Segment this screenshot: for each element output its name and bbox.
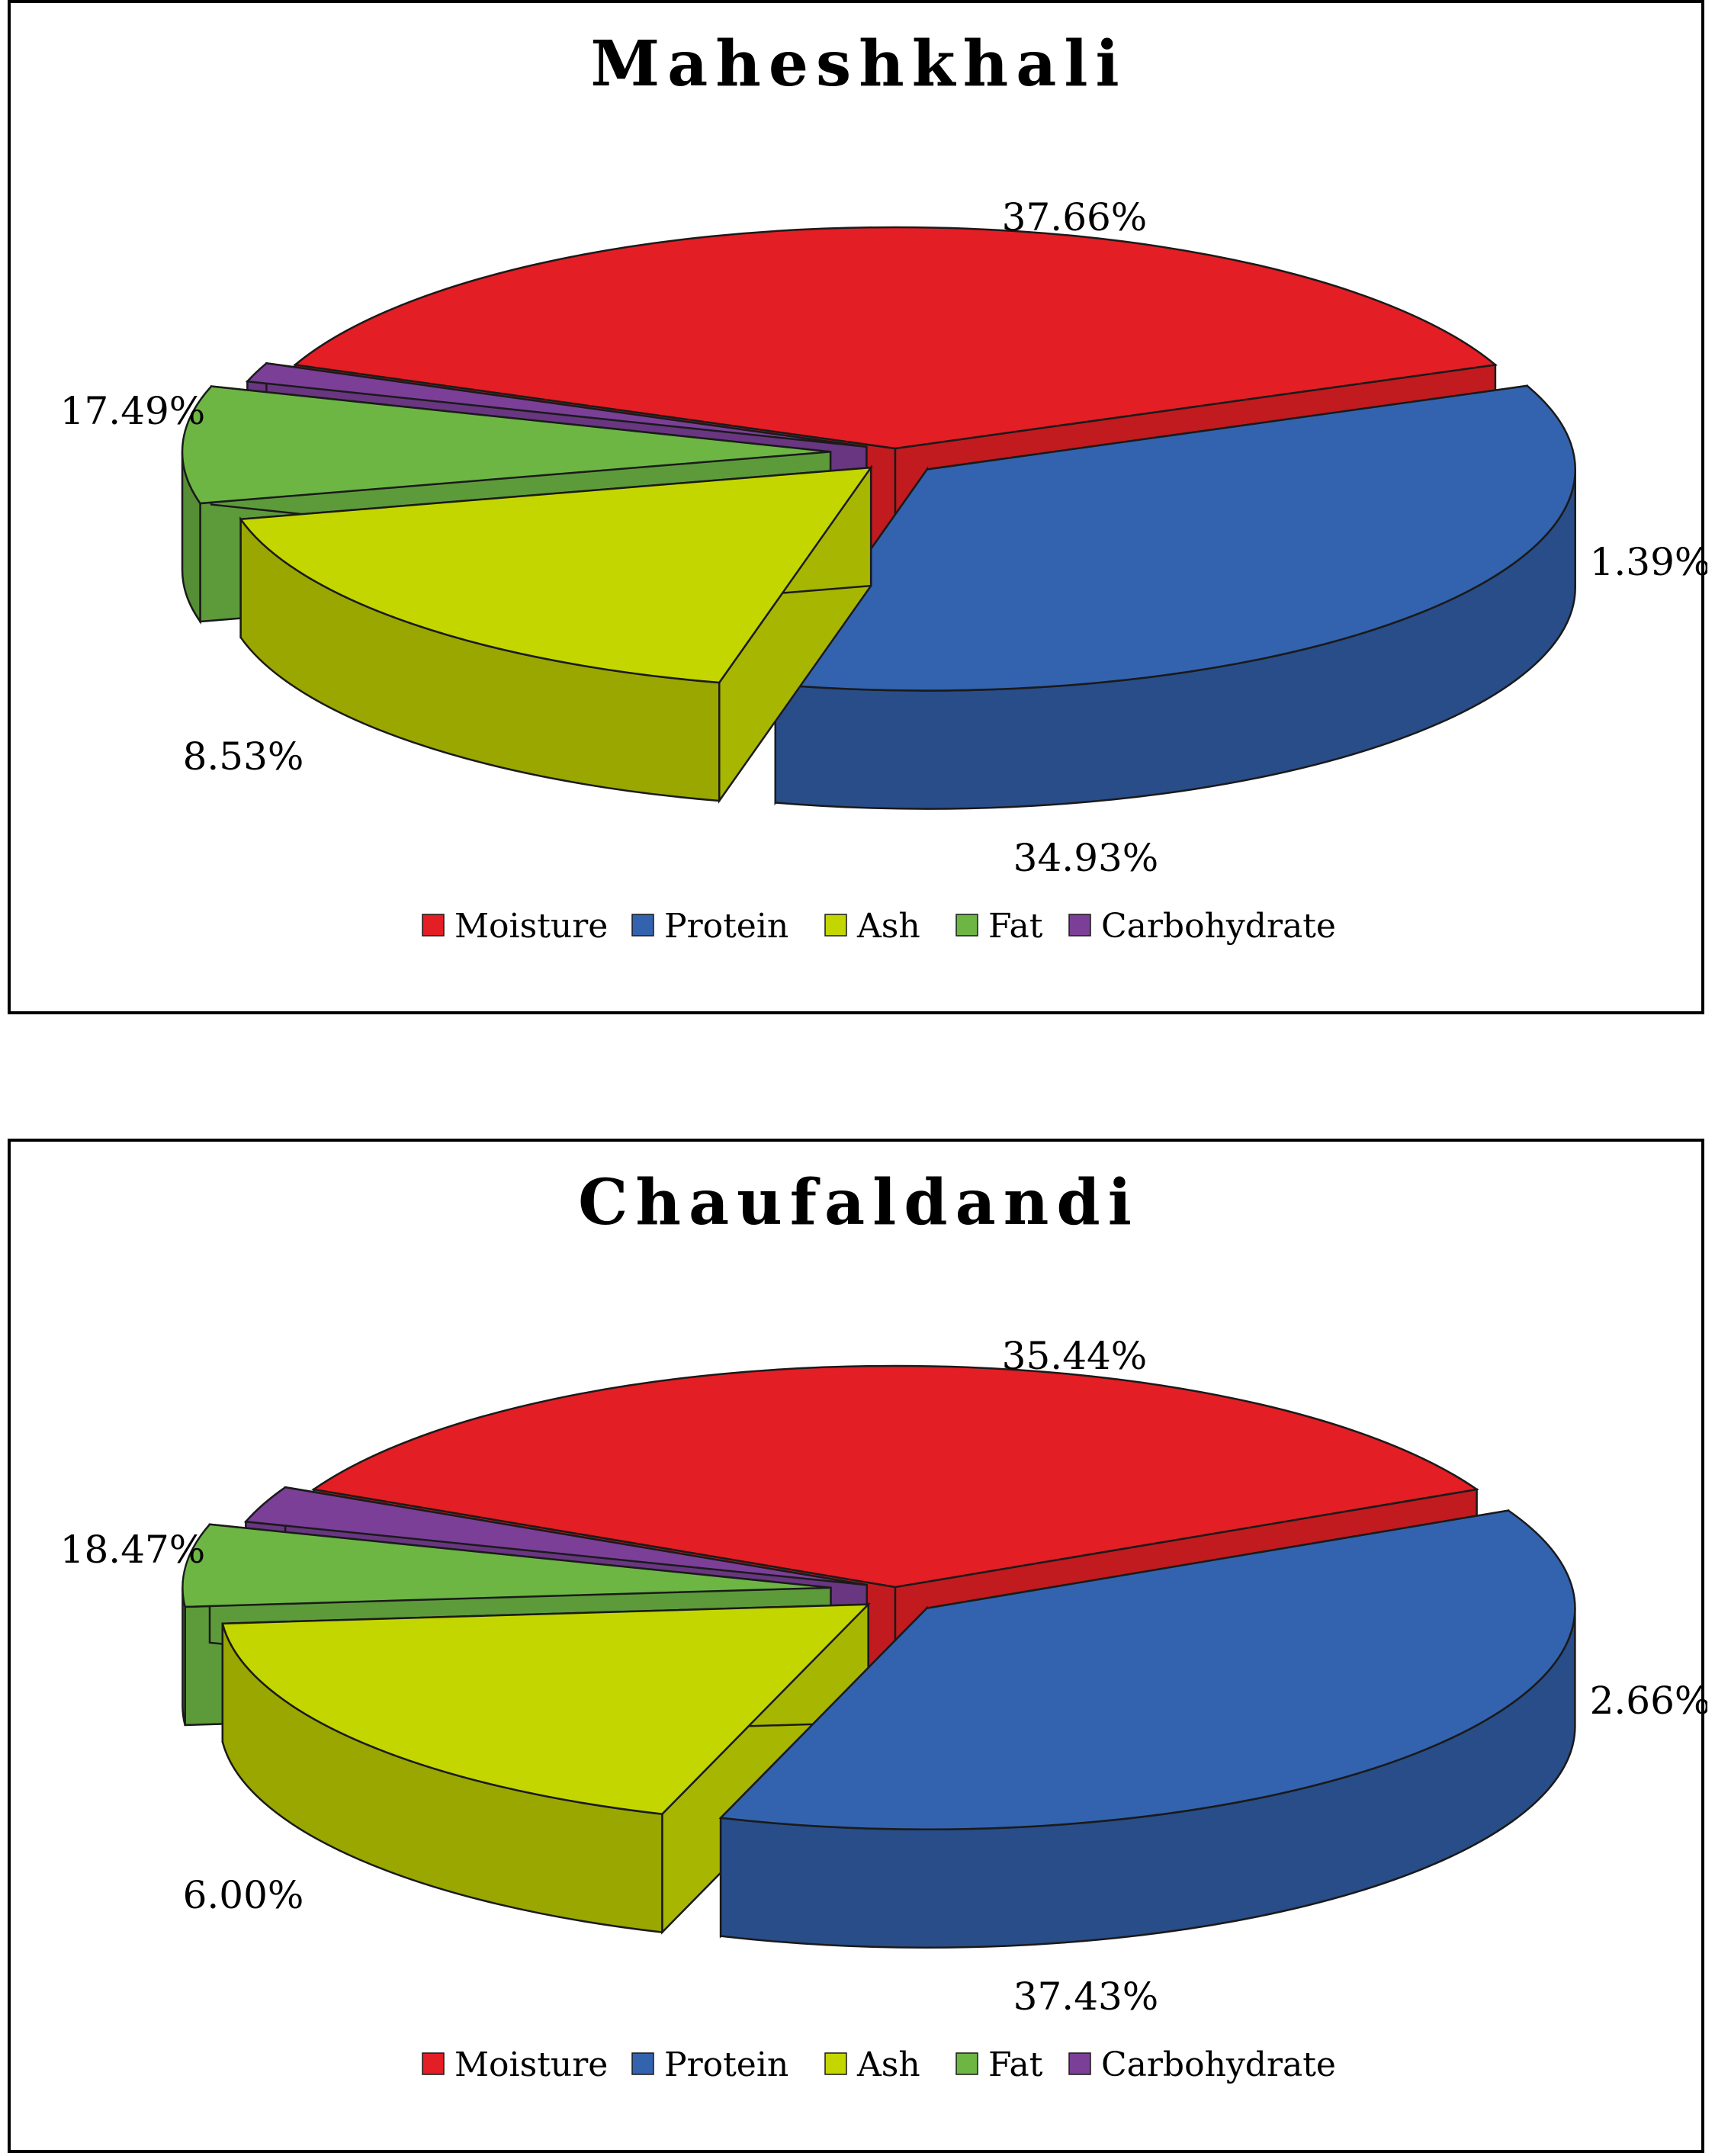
data-label-ash: 17.49% [60, 389, 206, 433]
legend-label-moisture: Moisture [454, 907, 608, 946]
legend-swatch-moisture [422, 2052, 445, 2075]
data-label-carbohydrate: 1.39% [1590, 540, 1707, 584]
slice-top-ash [221, 1603, 871, 1815]
slice-top-ash [239, 466, 873, 684]
data-label-moisture: 37.66% [1002, 195, 1148, 239]
legend-label-fat: Fat [988, 2045, 1043, 2084]
slice-ash [221, 1602, 871, 1935]
legend-swatch-moisture [422, 914, 445, 937]
legend-label-protein: Protein [664, 907, 788, 946]
chart-title: Chaufaldandi [578, 1166, 1139, 1239]
legend-swatch-ash [824, 914, 847, 937]
slice-top-moisture [293, 226, 1498, 450]
legend-swatch-ash [824, 2052, 847, 2075]
legend-label-ash: Ash [856, 2045, 920, 2084]
legend-label-carbohydrate: Carbohydrate [1101, 907, 1336, 946]
slice-top-fat [181, 1523, 831, 1608]
legend-label-moisture: Moisture [454, 2045, 608, 2084]
legend-swatch-protein [631, 2052, 654, 2075]
data-label-fat: 8.53% [183, 734, 304, 779]
data-label-protein: 37.43% [1013, 1974, 1159, 2019]
data-label-carbohydrate: 2.66% [1590, 1679, 1707, 1723]
legend-label-fat: Fat [988, 907, 1043, 946]
legend-swatch-carbohydrate [1068, 914, 1091, 937]
slice-top-carbohydrate [245, 361, 867, 448]
chart-panel-maheshkhali: Maheshkhali 37.66% 34.93% 17.49% 8.53% 1.39% M… [8, 0, 1707, 1014]
data-label-protein: 34.93% [1013, 836, 1159, 880]
legend-label-ash: Ash [856, 907, 920, 946]
legend-swatch-fat [955, 2052, 978, 2075]
pie-chart-chaufaldandi: Chaufaldandi 35.44% 37.43% 18.47% 6.00% 2.66%… [60, 1166, 1707, 2084]
chart-title: Maheshkhali [590, 27, 1126, 101]
pie-chart-maheshkhali: Maheshkhali 37.66% 34.93% 17.49% 8.53% 1.39% M… [60, 27, 1707, 946]
slice-protein [718, 1509, 1576, 1949]
legend-swatch-fat [955, 914, 978, 937]
data-label-fat: 6.00% [183, 1873, 304, 1917]
data-label-ash: 18.47% [60, 1528, 206, 1572]
data-label-moisture: 35.44% [1002, 1334, 1148, 1378]
slice-protein [773, 384, 1576, 810]
slice-top-moisture [311, 1364, 1479, 1589]
legend-label-protein: Protein [664, 2045, 788, 2084]
slice-ash [239, 464, 873, 804]
legend-swatch-carbohydrate [1068, 2052, 1091, 2075]
legend: Moisture Protein Ash Fat Carbohydrate [422, 907, 1336, 946]
slice-rim-fat-0 [181, 1587, 186, 1726]
legend-swatch-protein [631, 914, 654, 937]
slice-top-fat [181, 385, 831, 505]
chart-panel-chaufaldandi: Chaufaldandi 35.44% 37.43% 18.47% 6.00% 2.66%… [8, 1139, 1707, 2153]
slice-top-carbohydrate [243, 1486, 867, 1586]
legend-label-carbohydrate: Carbohydrate [1101, 2045, 1336, 2084]
slice-top-protein [718, 1509, 1576, 1830]
slice-top-protein [773, 384, 1576, 692]
legend: Moisture Protein Ash Fat Carbohydrate [422, 2045, 1336, 2084]
